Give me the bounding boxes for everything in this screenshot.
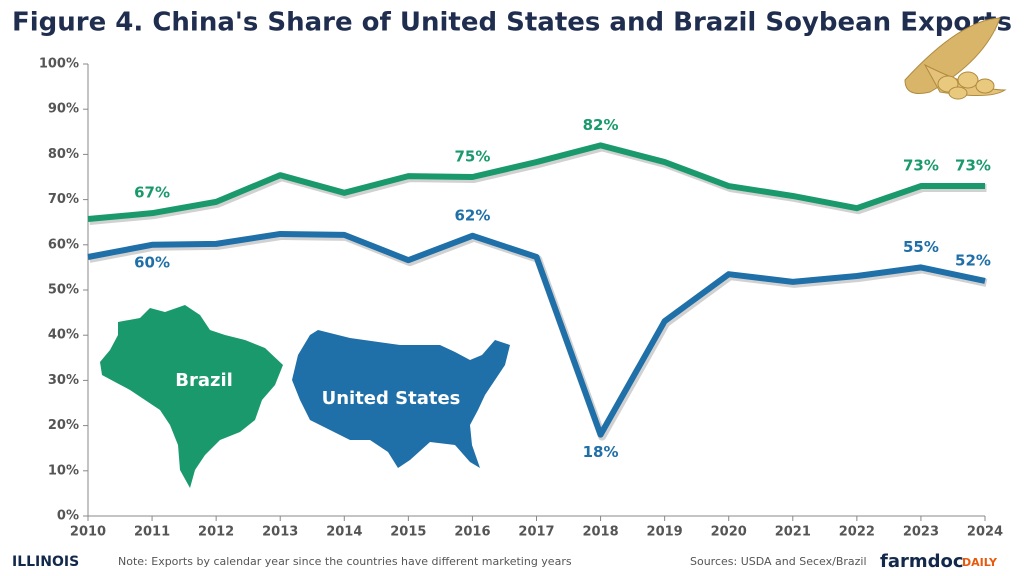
y-tick-label: 30%	[48, 373, 79, 388]
brazil-map	[100, 305, 283, 488]
y-tick-label: 20%	[48, 418, 79, 433]
value-label: 18%	[583, 443, 619, 461]
x-tick-label: 2023	[903, 525, 939, 540]
x-tick-label: 2013	[262, 525, 298, 540]
x-tick-label: 2012	[198, 525, 234, 540]
value-label: 60%	[134, 253, 170, 271]
legend-label: Brazil	[175, 370, 233, 391]
logo-left: ILLINOIS	[12, 554, 79, 570]
value-label: 73%	[955, 157, 991, 175]
value-label: 75%	[454, 148, 490, 166]
value-label: 67%	[134, 184, 170, 202]
series-line	[87, 230, 986, 438]
x-tick-label: 2018	[582, 525, 618, 540]
note: Note: Exports by calendar year since the…	[118, 555, 572, 568]
y-tick-label: 40%	[48, 328, 79, 343]
us-map	[292, 330, 510, 468]
value-label: 55%	[903, 238, 939, 256]
x-tick-label: 2014	[326, 525, 362, 540]
logo-right-sub: DAILY	[962, 556, 998, 569]
y-tick-label: 0%	[57, 509, 79, 524]
x-tick-label: 2015	[390, 525, 426, 540]
value-label: 52%	[955, 251, 991, 269]
value-label: 82%	[583, 116, 619, 134]
legend-label: United States	[322, 388, 461, 409]
x-tick-label: 2021	[775, 525, 811, 540]
x-tick-label: 2017	[518, 525, 554, 540]
series-line	[87, 142, 985, 223]
y-tick-label: 100%	[39, 57, 79, 72]
y-tick-label: 60%	[48, 237, 79, 252]
x-tick-label: 2020	[711, 525, 747, 540]
soybean-icon	[904, 17, 1007, 100]
chart-title: Figure 4. China's Share of United States…	[12, 8, 1012, 38]
source: Sources: USDA and Secex/Brazil	[690, 555, 867, 568]
value-label: 73%	[903, 157, 939, 175]
x-tick-label: 2022	[839, 525, 875, 540]
y-tick-label: 80%	[48, 147, 79, 162]
logo-right-main: farmdoc	[880, 551, 964, 572]
y-tick-label: 50%	[48, 283, 79, 298]
y-tick-label: 90%	[48, 102, 79, 117]
x-tick-label: 2010	[70, 525, 106, 540]
x-tick-label: 2011	[134, 525, 170, 540]
y-tick-label: 70%	[48, 192, 79, 207]
x-tick-label: 2016	[454, 525, 490, 540]
y-tick-label: 10%	[48, 463, 79, 478]
value-label: 62%	[454, 206, 490, 224]
x-tick-label: 2019	[647, 525, 683, 540]
x-tick-label: 2024	[967, 525, 1003, 540]
